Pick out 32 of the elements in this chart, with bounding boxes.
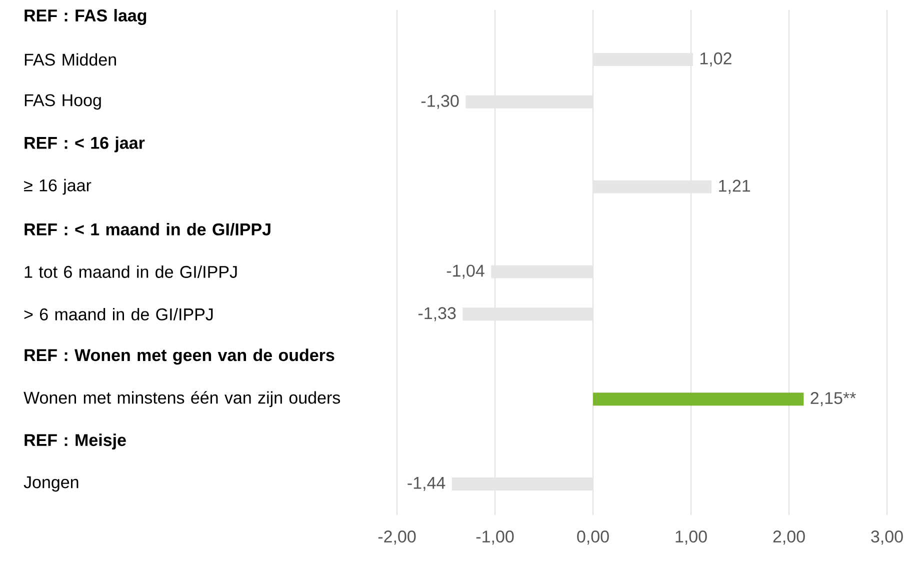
data-label: -1,33 — [418, 307, 456, 322]
data-label: 1,21 — [719, 180, 750, 194]
x-tick-label: -1,00 — [476, 530, 514, 545]
y-tick-label: FAS Midden — [24, 53, 116, 66]
x-tick-label: 3,00 — [871, 530, 903, 545]
y-tick-label: ≥ 16 jaar — [24, 178, 92, 195]
y-tick-label: Jongen — [24, 476, 78, 492]
bar — [452, 477, 593, 490]
data-label: -1,44 — [408, 477, 446, 491]
x-tick-label: -2,00 — [378, 530, 416, 545]
data-label: 2,15** — [810, 392, 856, 406]
y-tick-label: REF : Meisje — [24, 434, 126, 450]
x-tick-label: 1,00 — [676, 530, 707, 545]
data-label: -1,30 — [421, 94, 459, 109]
y-tick-label: REF : FAS laag — [24, 9, 146, 25]
x-tick-label: 2,00 — [773, 530, 805, 545]
bar — [491, 265, 593, 278]
y-tick-label: REF : < 16 jaar — [24, 136, 145, 152]
bar — [593, 52, 693, 66]
bar — [593, 392, 804, 406]
y-tick-label: 1 tot 6 maand in de GI/IPPJ — [24, 265, 237, 278]
bar — [593, 180, 712, 194]
y-tick-label: REF : Wonen met geen van de ouders — [24, 348, 334, 365]
y-tick-label: FAS Hoog — [24, 94, 101, 110]
y-tick-label: Wonen met minstens één van zijn ouders — [24, 391, 340, 408]
y-tick-label: > 6 maand in de GI/IPPJ — [24, 308, 213, 320]
data-label: 1,02 — [700, 52, 732, 66]
bar — [462, 308, 593, 321]
data-label: -1,04 — [446, 264, 484, 279]
bar — [466, 95, 593, 108]
y-tick-label: REF : < 1 maand in de GI/IPPJ — [24, 222, 270, 236]
x-tick-label: 0,00 — [577, 530, 609, 545]
